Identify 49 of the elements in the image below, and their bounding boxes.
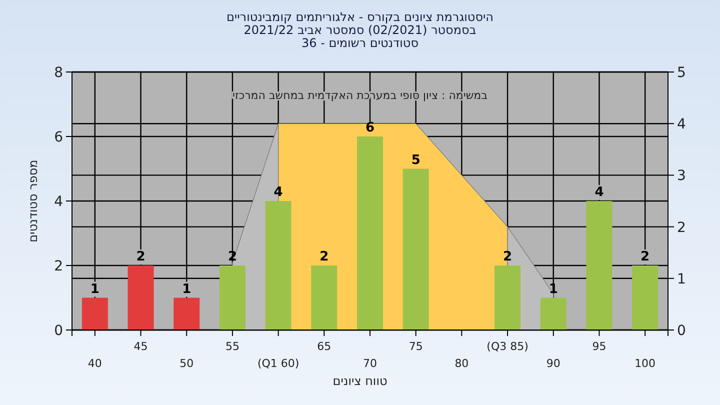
y2-tick-label: 0 (677, 323, 686, 339)
x-axis-title: טווח ציונים (332, 374, 388, 388)
x-tick-label: 100 (634, 357, 656, 370)
bar (82, 298, 108, 330)
bar (632, 266, 658, 330)
data-label: 1 (90, 282, 100, 297)
bar (265, 201, 292, 330)
bar (174, 298, 200, 330)
data-label: 4 (594, 185, 604, 200)
bar (540, 298, 566, 330)
y2-tick-label: 4 (677, 116, 686, 133)
y-tick-label: 4 (54, 194, 64, 210)
x-tick-label: 80 (454, 357, 469, 370)
bar (219, 266, 246, 330)
x-tick-label: 70 (363, 357, 377, 370)
y2-tick-label: 1 (677, 271, 686, 288)
bar (586, 201, 612, 330)
x-tick-label: 50 (180, 357, 194, 370)
data-label: 5 (411, 152, 420, 168)
bar (494, 266, 521, 330)
x-tick-label: 40 (88, 357, 102, 370)
bar (128, 266, 154, 330)
x-tick-label: 95 (592, 340, 606, 353)
data-label: 4 (274, 185, 283, 200)
bar (402, 168, 429, 330)
y2-tick-label: 2 (677, 220, 686, 236)
y-tick-label: 0 (54, 323, 63, 339)
y-tick-label: 2 (54, 258, 63, 274)
bar (357, 136, 383, 330)
x-tick-label: 55 (225, 340, 240, 353)
data-label: 2 (640, 250, 650, 264)
x-tick-label: 45 (134, 340, 148, 353)
y-tick-label: 8 (54, 65, 63, 81)
data-label: 6 (365, 120, 375, 136)
chart-title: היסטוגרמת ציונים בקורס - אלגוריתמים קומבינטוריים בסמסטר (02/2021) סמסטר אביב 2021/22 סטודנטים רשומים - 36 (226, 10, 494, 50)
y2-tick-label: 3 (677, 168, 686, 184)
x-tick-label: 75 (408, 340, 423, 353)
x-tick-label: (Q1 60) (257, 357, 300, 370)
y-axis-title: מספר סטודנטים (26, 160, 40, 242)
x-tick-label: 65 (317, 340, 332, 353)
data-label: 2 (136, 250, 146, 264)
x-tick-label: (Q3 85) (486, 340, 528, 353)
data-label: 1 (182, 282, 192, 297)
y2-tick-label: 5 (677, 65, 686, 81)
x-tick-label: 90 (546, 357, 560, 370)
y-tick-label: 6 (54, 130, 64, 146)
data-label: 2 (320, 250, 329, 264)
data-label: 2 (503, 250, 512, 264)
bar (311, 266, 338, 330)
